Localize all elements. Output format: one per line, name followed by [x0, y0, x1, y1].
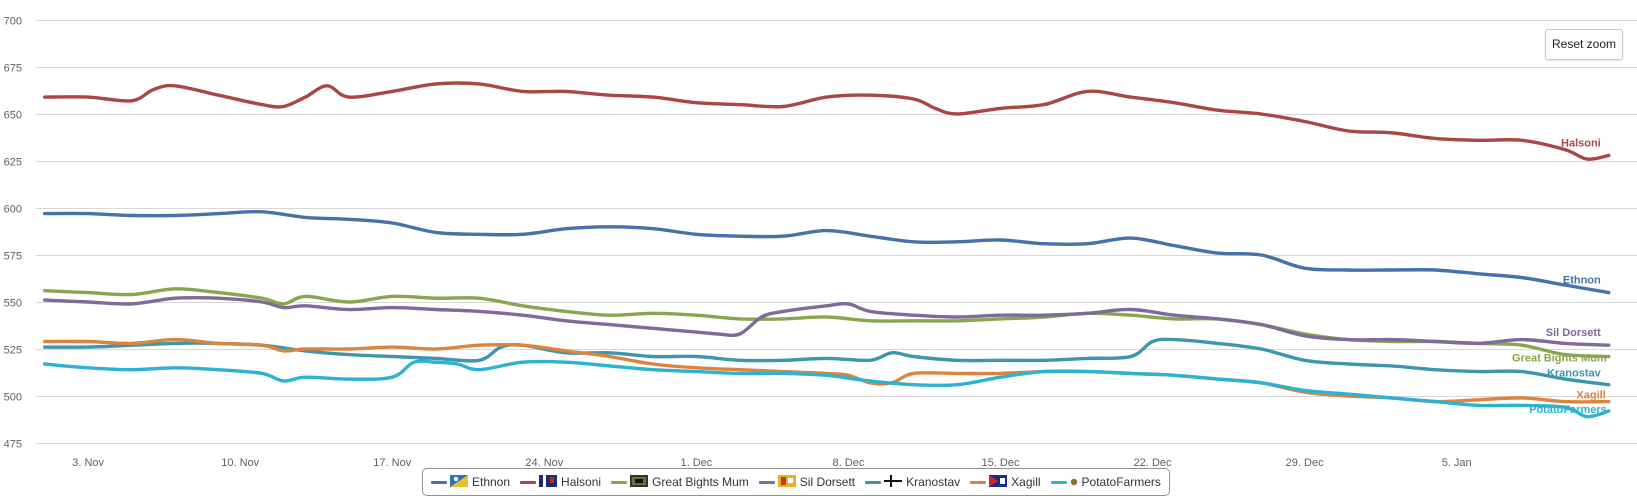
x-tick-label: 15. Dec: [982, 457, 1020, 469]
y-tick-label: 675: [4, 63, 22, 75]
legend-swatch: [1050, 480, 1067, 484]
legend-label: Sil Dorsett: [799, 475, 856, 489]
x-tick-label: 5. Jan: [1442, 457, 1472, 469]
legend-swatch: [865, 480, 882, 484]
series-lines: [43, 81, 1611, 419]
legend-swatch: [520, 480, 537, 484]
x-tick-label: 1. Dec: [680, 457, 712, 469]
flag-halsoni-icon: [539, 474, 558, 490]
legend-label: Kranostav: [906, 475, 961, 489]
legend-swatch: [970, 480, 987, 484]
series-end-label: Ethnon: [1563, 275, 1601, 287]
y-tick-label: 650: [4, 110, 22, 122]
x-tick-label: 17. Nov: [373, 457, 411, 469]
x-tick-label: 22. Dec: [1134, 457, 1172, 469]
x-tick-label: 24. Nov: [525, 457, 563, 469]
legend-label: Xagill: [1011, 475, 1041, 489]
series-line-ethnon: [43, 209, 1611, 295]
y-tick-label: 500: [4, 392, 22, 404]
potato-icon: [1070, 475, 1078, 489]
x-tick-label: 8. Dec: [833, 457, 865, 469]
flag-sil-dorsett-icon: [777, 474, 796, 490]
flag-kranostav-icon: [884, 474, 903, 490]
series-line-xagill: [43, 337, 1611, 404]
series-line-potatofarmers: [43, 359, 1611, 419]
series-end-label: Sil Dorsett: [1546, 327, 1601, 339]
y-axis-ticks: 475 500 525 550 575 600 625 650 675 700: [4, 16, 22, 451]
flag-great-bights-mum-icon: [630, 474, 649, 490]
x-tick-label: 10. Nov: [221, 457, 259, 469]
legend-swatch: [611, 480, 628, 484]
series-end-label: PotatoFarmers: [1529, 404, 1607, 416]
legend-item-kranostav[interactable]: Kranostav: [865, 474, 961, 490]
x-axis-ticks: 3. Nov 10. Nov 17. Nov 24. Nov 1. Dec 8. Dec 1…: [72, 457, 1471, 469]
y-tick-label: 525: [4, 345, 22, 357]
legend-swatch: [758, 480, 775, 484]
y-tick-label: 575: [4, 251, 22, 263]
flag-xagill-icon: [989, 474, 1008, 490]
series-end-label: Great Bights Mum: [1512, 353, 1607, 365]
series-line-halsoni: [43, 81, 1611, 161]
series-line-sil-dorsett: [43, 295, 1611, 347]
legend-item-ethnon[interactable]: Ethnon: [431, 474, 511, 490]
legend-label: PotatoFarmers: [1081, 475, 1161, 489]
legend-item-potatofarmers[interactable]: PotatoFarmers: [1050, 475, 1161, 489]
y-tick-label: 625: [4, 157, 22, 169]
legend-label: Ethnon: [472, 475, 511, 489]
series-end-label: Xagill: [1576, 390, 1605, 402]
reset-zoom-button[interactable]: Reset zoom: [1545, 29, 1623, 60]
series-end-label: Halsoni: [1561, 137, 1601, 149]
y-tick-label: 550: [4, 298, 22, 310]
legend-item-halsoni[interactable]: Halsoni: [520, 474, 602, 490]
flag-ethnon-icon: [450, 474, 468, 490]
legend-item-xagill[interactable]: Xagill: [970, 474, 1041, 490]
series-end-labels: Ethnon Halsoni Great Bights Mum Sil Dorsett…: [1512, 137, 1607, 416]
legend-label: Halsoni: [561, 475, 602, 489]
x-tick-label: 29. Dec: [1286, 457, 1324, 469]
legend-item-great-bights-mum[interactable]: Great Bights Mum: [611, 474, 749, 490]
y-tick-label: 475: [4, 439, 22, 451]
series-end-label: Kranostav: [1547, 368, 1602, 380]
y-tick-label: 700: [4, 16, 22, 28]
series-line-kranostav: [43, 337, 1611, 387]
x-tick-label: 3. Nov: [72, 457, 104, 469]
y-tick-label: 600: [4, 204, 22, 216]
legend-swatch: [431, 480, 447, 484]
legend-label: Great Bights Mum: [652, 475, 749, 489]
legend-item-sil-dorsett[interactable]: Sil Dorsett: [758, 474, 856, 490]
legend: Ethnon Halsoni Great Bights Mum Sil Dorsett…: [422, 468, 1170, 496]
